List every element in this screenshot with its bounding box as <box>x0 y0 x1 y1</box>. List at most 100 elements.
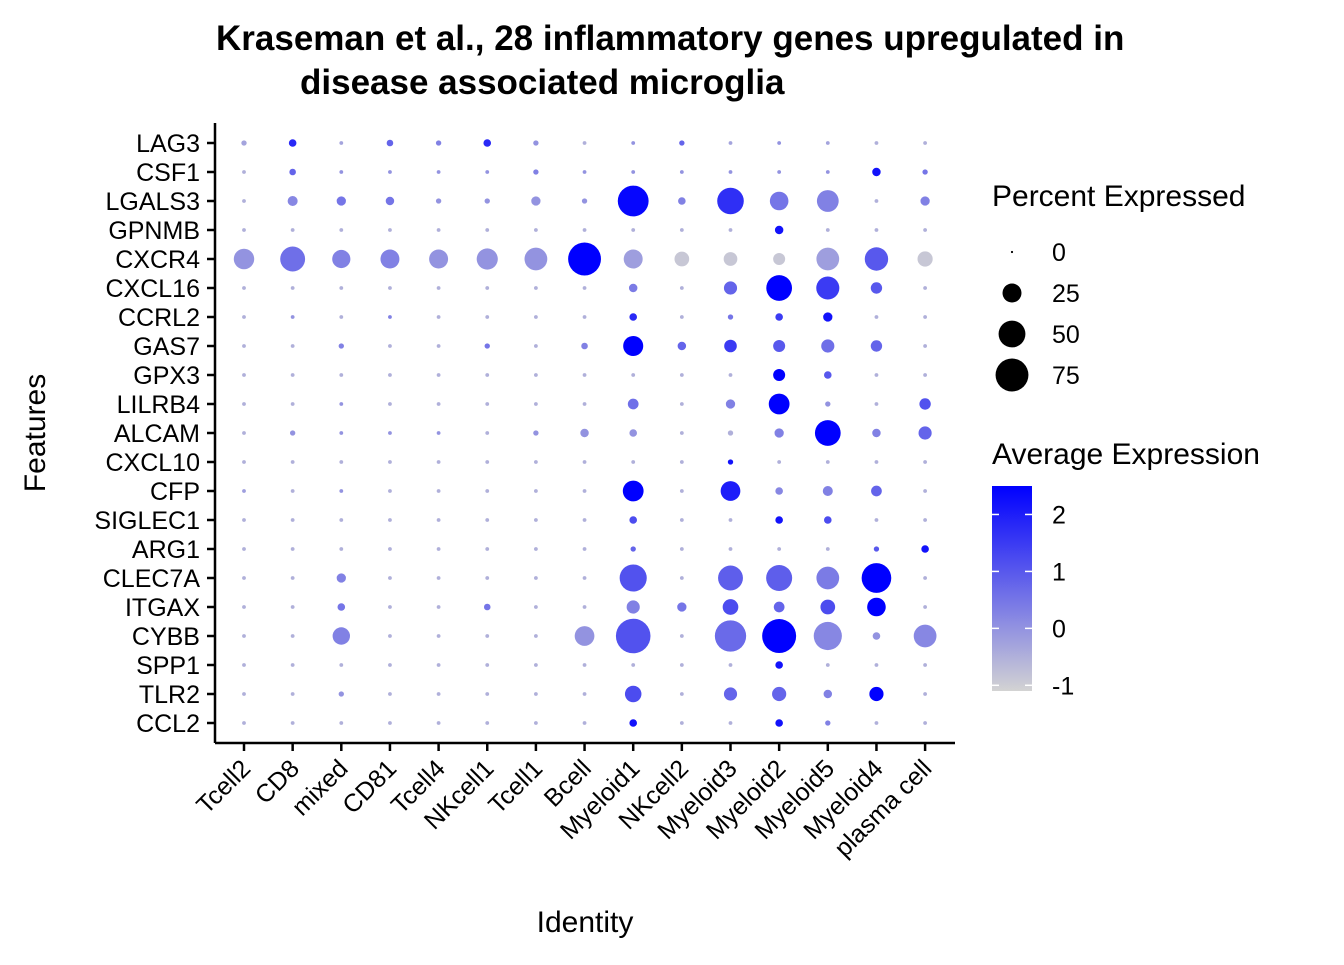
dot-spp1-myeloid1 <box>631 663 636 667</box>
dot-csf1-myeloid4 <box>872 167 881 177</box>
dot-arg1-myeloid1 <box>630 546 636 552</box>
dot-cybb-cd81 <box>388 634 392 638</box>
dot-lgals3-myeloid2 <box>769 191 789 211</box>
color-legend-title: Average Expression <box>992 438 1260 471</box>
dot-clec7a-mixed <box>336 573 346 583</box>
dot-lgals3-plasma-cell <box>920 196 930 206</box>
dot-ccl2-nkcell2 <box>679 721 684 725</box>
dot-ccrl2-mixed <box>339 315 344 319</box>
dot-gpx3-mixed <box>339 373 344 377</box>
dot-clec7a-plasma-cell <box>923 576 927 580</box>
dot-gas7-cd81 <box>388 344 392 348</box>
dot-cxcl16-tcell4 <box>436 286 441 290</box>
dot-arg1-myeloid3 <box>728 547 733 551</box>
size-legend: 0 25 50 75 <box>995 239 1080 392</box>
dot-cfp-tcell1 <box>534 489 538 493</box>
dot-tlr2-myeloid1 <box>624 685 642 703</box>
dot-cybb-myeloid1 <box>615 618 651 654</box>
dot-cybb-bcell <box>574 626 595 646</box>
dot-ccrl2-tcell2 <box>242 315 246 319</box>
dot-ccl2-cd8 <box>290 721 295 725</box>
dot-gas7-myeloid5 <box>821 339 835 353</box>
dot-lilrb4-mixed <box>339 402 344 406</box>
dot-itgax-mixed <box>337 603 346 611</box>
dot-spp1-plasma-cell <box>923 663 927 667</box>
dot-gas7-cd8 <box>290 344 295 348</box>
dot-cxcl16-bcell <box>582 286 587 290</box>
dot-cxcl16-mixed <box>339 286 344 290</box>
dot-lgals3-nkcell1 <box>484 198 490 204</box>
dot-alcam-tcell2 <box>242 431 246 435</box>
y-tick-label-alcam: ALCAM <box>114 420 200 448</box>
dot-cybb-myeloid4 <box>872 632 881 640</box>
dot-gpnmb-myeloid2 <box>774 225 784 235</box>
dot-ccrl2-tcell4 <box>436 315 441 319</box>
dot-arg1-nkcell1 <box>485 547 490 551</box>
dot-itgax-myeloid3 <box>722 599 739 615</box>
dot-cxcr4-tcell4 <box>429 249 449 269</box>
dot-cfp-nkcell2 <box>679 489 684 493</box>
dot-cybb-myeloid3 <box>714 620 747 652</box>
dot-alcam-tcell1 <box>533 430 539 436</box>
dot-alcam-myeloid3 <box>727 430 734 436</box>
dot-csf1-nkcell1 <box>485 170 490 174</box>
dot-arg1-myeloid5 <box>825 547 830 551</box>
dot-alcam-tcell4 <box>436 431 441 435</box>
dot-spp1-tcell1 <box>534 663 538 667</box>
dot-lilrb4-cd8 <box>290 402 295 406</box>
dot-lilrb4-myeloid3 <box>725 399 736 409</box>
dot-cxcl10-myeloid1 <box>631 460 636 464</box>
dot-cxcr4-myeloid1 <box>623 249 643 269</box>
dot-clec7a-nkcell2 <box>679 576 684 580</box>
dot-cxcr4-nkcell2 <box>674 251 690 267</box>
x-tick-label-mixed: mixed <box>287 754 354 821</box>
dot-ccl2-myeloid5 <box>825 720 831 726</box>
dot-ccl2-nkcell1 <box>485 721 490 725</box>
dot-cxcl16-myeloid4 <box>870 282 883 294</box>
dot-cxcl10-cd8 <box>290 460 295 464</box>
dot-gas7-plasma-cell <box>923 344 927 348</box>
y-tick-label-ccl2: CCL2 <box>136 710 200 738</box>
dot-cxcl10-myeloid5 <box>825 460 830 464</box>
dot-siglec1-plasma-cell <box>923 518 927 522</box>
dot-arg1-myeloid4 <box>873 546 880 552</box>
dot-lilrb4-myeloid1 <box>627 398 639 410</box>
dot-spp1-mixed <box>339 663 344 667</box>
dot-csf1-myeloid3 <box>728 170 733 174</box>
dot-ccrl2-cd8 <box>290 315 295 319</box>
dot-cybb-nkcell2 <box>679 634 684 638</box>
dot-alcam-myeloid1 <box>629 429 637 437</box>
dot-siglec1-bcell <box>582 518 587 522</box>
dot-cfp-bcell <box>582 489 587 493</box>
dot-clec7a-bcell <box>582 576 587 580</box>
dot-ccl2-cd81 <box>388 721 392 725</box>
dot-cxcl10-tcell2 <box>242 460 246 464</box>
dot-spp1-cd81 <box>388 663 392 667</box>
dot-csf1-tcell4 <box>436 170 441 174</box>
dot-gpnmb-tcell1 <box>534 228 538 232</box>
dot-alcam-myeloid4 <box>872 428 881 438</box>
dot-cxcl16-plasma-cell <box>923 286 927 290</box>
dot-gpnmb-tcell4 <box>436 228 441 232</box>
dot-csf1-mixed <box>339 170 344 174</box>
dot-csf1-bcell <box>582 170 587 174</box>
dot-lag3-nkcell1 <box>483 139 492 147</box>
dot-arg1-mixed <box>339 547 344 551</box>
color-legend-label-1: 1 <box>1052 558 1066 586</box>
dot-siglec1-cd8 <box>290 518 295 522</box>
dot-cxcl16-myeloid1 <box>628 283 638 293</box>
dot-gas7-bcell <box>581 342 588 350</box>
dot-lgals3-tcell4 <box>435 198 442 204</box>
dot-lag3-cd8 <box>288 139 297 147</box>
dot-gas7-tcell2 <box>242 344 246 348</box>
y-tick-label-lag3: LAG3 <box>136 130 200 158</box>
dot-cybb-cd8 <box>290 634 295 638</box>
dot-lgals3-tcell1 <box>531 196 541 206</box>
dot-gpnmb-myeloid5 <box>825 228 830 232</box>
dot-gpx3-cd8 <box>290 373 295 377</box>
dot-cfp-myeloid2 <box>775 487 783 495</box>
dot-gas7-mixed <box>338 343 344 349</box>
dot-alcam-nkcell2 <box>679 431 684 435</box>
dot-cybb-tcell1 <box>534 634 538 638</box>
